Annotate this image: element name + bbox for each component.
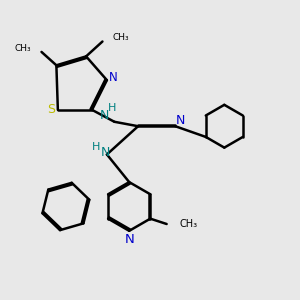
Text: H: H	[108, 103, 116, 113]
Text: N: N	[101, 146, 110, 160]
Text: CH₃: CH₃	[179, 219, 197, 229]
Text: N: N	[176, 114, 185, 127]
Text: H: H	[92, 142, 101, 152]
Text: N: N	[124, 233, 134, 246]
Text: S: S	[47, 103, 55, 116]
Text: CH₃: CH₃	[14, 44, 31, 53]
Text: CH₃: CH₃	[113, 33, 130, 42]
Text: N: N	[100, 109, 110, 122]
Text: N: N	[109, 71, 118, 84]
